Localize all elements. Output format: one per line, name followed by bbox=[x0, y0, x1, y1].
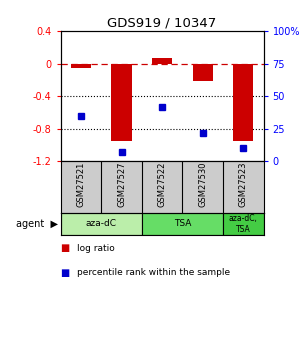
Text: aza-dC: aza-dC bbox=[86, 219, 117, 228]
Bar bbox=[223, 213, 264, 235]
Bar bbox=[193, 63, 213, 81]
Bar bbox=[233, 63, 253, 141]
Text: GSM27523: GSM27523 bbox=[239, 162, 248, 207]
Text: GSM27530: GSM27530 bbox=[198, 162, 207, 207]
Bar bbox=[61, 213, 142, 235]
Bar bbox=[142, 213, 223, 235]
Title: GDS919 / 10347: GDS919 / 10347 bbox=[108, 17, 217, 30]
Text: ■: ■ bbox=[61, 268, 70, 277]
Bar bbox=[152, 58, 172, 63]
Text: GSM27521: GSM27521 bbox=[76, 162, 85, 207]
Text: percentile rank within the sample: percentile rank within the sample bbox=[77, 268, 230, 277]
Text: GSM27527: GSM27527 bbox=[117, 162, 126, 207]
Text: log ratio: log ratio bbox=[77, 244, 115, 253]
Text: agent  ▶: agent ▶ bbox=[15, 219, 58, 229]
Text: TSA: TSA bbox=[174, 219, 191, 228]
Text: GSM27522: GSM27522 bbox=[158, 162, 167, 207]
Text: ■: ■ bbox=[61, 244, 70, 253]
Text: aza-dC,
TSA: aza-dC, TSA bbox=[229, 214, 258, 234]
Bar bbox=[71, 63, 91, 68]
Bar bbox=[112, 63, 132, 141]
